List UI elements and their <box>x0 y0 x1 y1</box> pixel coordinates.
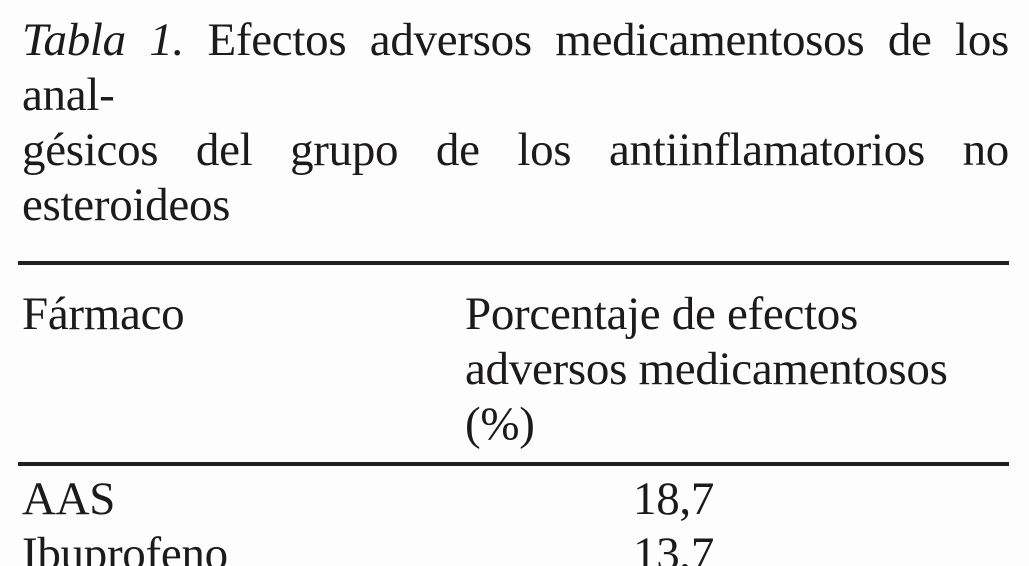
header-rule <box>18 462 1009 466</box>
table-row: Ibuprofeno 13,7 <box>22 527 1009 566</box>
table-number-label: Tabla 1. <box>22 14 185 66</box>
column-header-farmaco: Fármaco <box>22 288 185 340</box>
column-header-porcentaje-line-1: Porcentaje de efectos <box>465 288 858 340</box>
table-header-row: Fármaco Porcentaje de efectos adversos m… <box>22 287 1009 452</box>
column-header-porcentaje-line-2: adversos medicamentosos (%) <box>465 343 948 450</box>
farmaco-cell: Ibuprofeno <box>22 528 228 566</box>
column-header-porcentaje: Porcentaje de efectos adversos medicamen… <box>465 287 1009 452</box>
table-body: AAS 18,7 Ibuprofeno 13,7 Paracetamol 14,… <box>22 472 1009 566</box>
porcentaje-cell: 13,7 <box>633 528 715 566</box>
caption-line-2: gésicos del grupo de los antiinflamatori… <box>22 123 1009 233</box>
farmaco-cell: AAS <box>22 473 116 525</box>
caption-title-line-1: Efectos adversos medicamentosos de los a… <box>22 14 1010 121</box>
top-rule <box>18 261 1009 265</box>
table-caption: Tabla 1. Efectos adversos medicamentosos… <box>22 13 1009 233</box>
table-row: AAS 18,7 <box>22 472 1009 527</box>
caption-line-1: Tabla 1. Efectos adversos medicamentosos… <box>22 13 1009 123</box>
caption-title-line-2: gésicos del grupo de los antiinflamatori… <box>22 124 1009 231</box>
porcentaje-cell: 18,7 <box>633 473 715 525</box>
